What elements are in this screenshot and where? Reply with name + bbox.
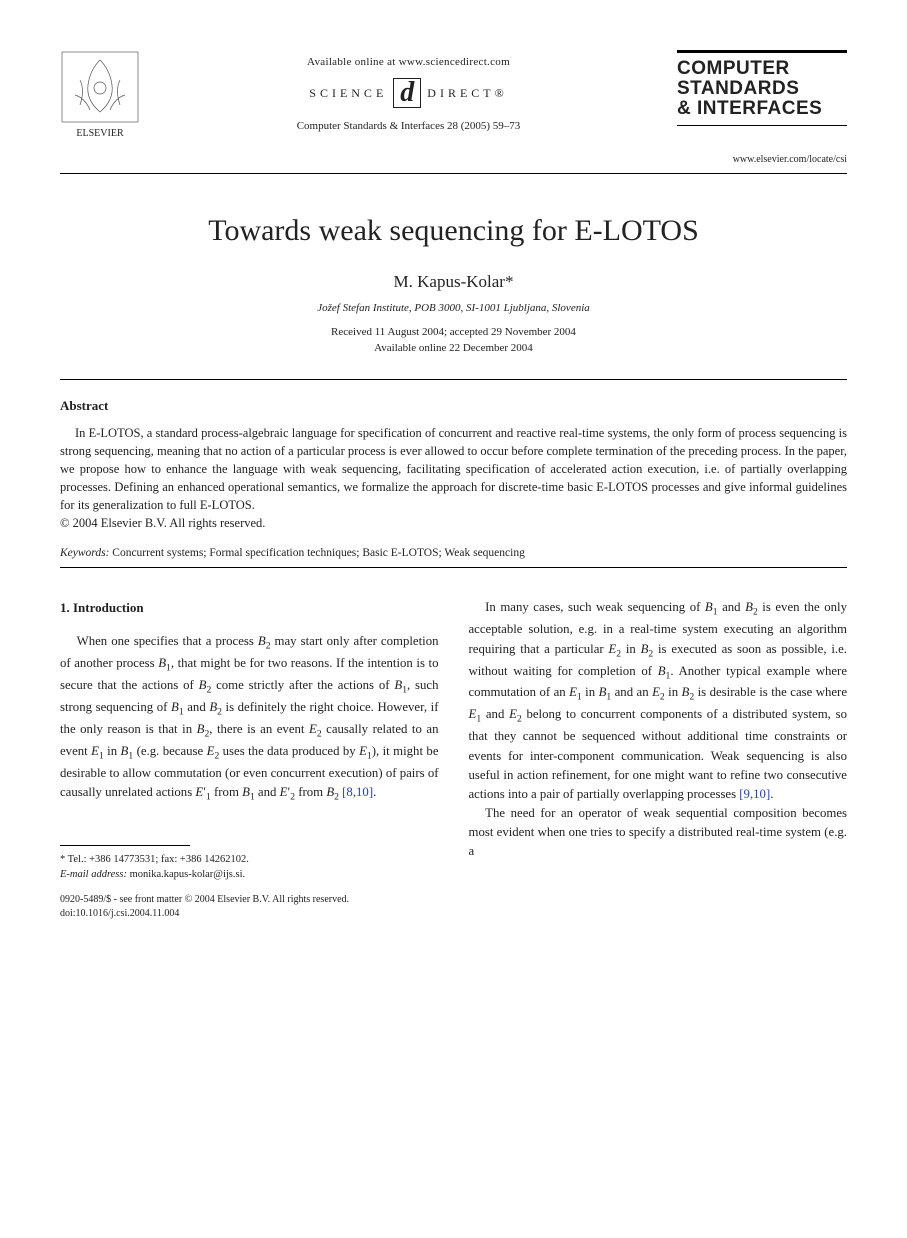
- article-title: Towards weak sequencing for E-LOTOS: [60, 214, 847, 248]
- journal-title-line2: & INTERFACES: [677, 99, 847, 119]
- sciencedirect-right: DIRECT®: [427, 86, 507, 101]
- article-dates: Received 11 August 2004; accepted 29 Nov…: [60, 324, 847, 357]
- citation-9-10[interactable]: [9,10]: [739, 787, 770, 801]
- keywords-label: Keywords:: [60, 547, 109, 559]
- footnote-email: E-mail address: monika.kapus-kolar@ijs.s…: [60, 867, 439, 883]
- journal-title-box: COMPUTER STANDARDS & INTERFACES: [677, 50, 847, 126]
- keywords-text: Concurrent systems; Formal specification…: [109, 547, 524, 559]
- journal-reference: Computer Standards & Interfaces 28 (2005…: [140, 120, 677, 132]
- abstract-body: In E-LOTOS, a standard process-algebraic…: [60, 424, 847, 515]
- author-affiliation: Jožef Stefan Institute, POB 3000, SI-100…: [60, 302, 847, 314]
- para-1: When one specifies that a process B2 may…: [60, 632, 439, 805]
- doi-block: 0920-5489/$ - see front matter © 2004 El…: [60, 893, 847, 921]
- page-header: ELSEVIER Available online at www.science…: [60, 50, 847, 165]
- citation-8-10[interactable]: [8,10]: [342, 785, 373, 799]
- online-date: Available online 22 December 2004: [60, 340, 847, 357]
- sciencedirect-left: SCIENCE: [309, 86, 387, 101]
- journal-url: www.elsevier.com/locate/csi: [677, 154, 847, 165]
- journal-box: COMPUTER STANDARDS & INTERFACES www.else…: [677, 50, 847, 165]
- sciencedirect-d-icon: d: [393, 78, 421, 108]
- email-label: E-mail address:: [60, 869, 127, 880]
- right-column: In many cases, such weak sequencing of B…: [469, 598, 848, 883]
- front-matter-line: 0920-5489/$ - see front matter © 2004 El…: [60, 893, 847, 907]
- left-column: 1. Introduction When one specifies that …: [60, 598, 439, 883]
- abstract-top-rule: [60, 379, 847, 380]
- journal-title-line1: COMPUTER STANDARDS: [677, 59, 847, 99]
- email-address: monika.kapus-kolar@ijs.si.: [127, 869, 245, 880]
- elsevier-text: ELSEVIER: [76, 128, 124, 139]
- author-name: M. Kapus-Kolar*: [60, 272, 847, 292]
- section-1-heading: 1. Introduction: [60, 598, 439, 618]
- available-online-text: Available online at www.sciencedirect.co…: [140, 56, 677, 68]
- abstract-heading: Abstract: [60, 398, 847, 414]
- para-3: The need for an operator of weak sequent…: [469, 804, 848, 862]
- body-columns: 1. Introduction When one specifies that …: [60, 598, 847, 883]
- abstract-bottom-rule: [60, 567, 847, 568]
- header-rule: [60, 173, 847, 174]
- keywords-line: Keywords: Concurrent systems; Formal spe…: [60, 547, 847, 559]
- footnote-rule: [60, 845, 190, 846]
- abstract-copyright: © 2004 Elsevier B.V. All rights reserved…: [60, 516, 847, 531]
- footnote-tel: * Tel.: +386 14773531; fax: +386 1426210…: [60, 852, 439, 868]
- doi-line: doi:10.1016/j.csi.2004.11.004: [60, 907, 847, 921]
- received-date: Received 11 August 2004; accepted 29 Nov…: [60, 324, 847, 341]
- header-center: Available online at www.sciencedirect.co…: [140, 50, 677, 132]
- para-2: In many cases, such weak sequencing of B…: [469, 598, 848, 804]
- elsevier-logo: ELSEVIER: [60, 50, 140, 140]
- sciencedirect-logo: SCIENCE d DIRECT®: [140, 78, 677, 108]
